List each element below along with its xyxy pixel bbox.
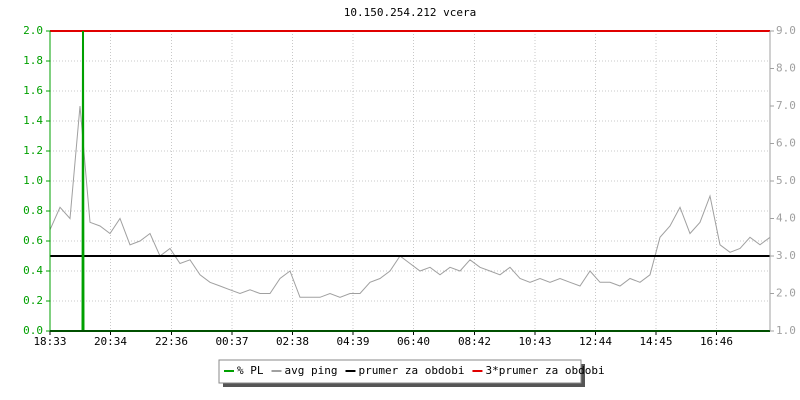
y2-tick-label: 1.0 (776, 324, 796, 337)
x-tick-label: 02:38 (276, 335, 309, 348)
y-tick-label: 0.8 (23, 204, 43, 217)
y2-tick-label: 8.0 (776, 62, 796, 75)
legend-box (218, 359, 582, 384)
series-line (49, 105, 771, 298)
y2-tick-label: 5.0 (776, 174, 796, 187)
x-tick-label: 10:43 (518, 335, 551, 348)
y2-tick-label: 3.0 (776, 249, 796, 262)
x-tick-label: 04:39 (336, 335, 369, 348)
y-tick-label: 0.4 (23, 264, 43, 277)
x-tick-label: 22:36 (155, 335, 188, 348)
y2-tick-label: 6.0 (776, 137, 796, 150)
y-tick-label: 2.0 (23, 24, 43, 37)
y2-tick-label: 2.0 (776, 287, 796, 300)
legend-label: prumer za obdobi (358, 364, 464, 377)
y-tick-label: 0.2 (23, 294, 43, 307)
x-tick-label: 14:45 (639, 335, 672, 348)
y-tick-label: 1.0 (23, 174, 43, 187)
x-tick-label: 08:42 (458, 335, 491, 348)
x-tick-label: 06:40 (397, 335, 430, 348)
y-tick-label: 0.6 (23, 234, 43, 247)
y2-tick-label: 9.0 (776, 24, 796, 37)
y-tick-label: 1.8 (23, 54, 43, 67)
chart-title: 10.150.254.212 vcera (344, 6, 476, 19)
y-tick-label: 0.0 (23, 324, 43, 337)
x-tick-label: 16:46 (700, 335, 733, 348)
y2-tick-label: 7.0 (776, 99, 796, 112)
y-tick-label: 1.6 (23, 84, 43, 97)
y2-tick-label: 4.0 (776, 212, 796, 225)
y-tick-label: 1.4 (23, 114, 43, 127)
y-tick-label: 1.2 (23, 144, 43, 157)
legend-label: % PL (237, 364, 264, 377)
x-tick-label: 12:44 (579, 335, 612, 348)
legend-label: 3*prumer za obdobi (485, 364, 604, 377)
legend-label: avg ping (285, 364, 338, 377)
x-tick-label: 20:34 (94, 335, 127, 348)
x-tick-label: 18:33 (33, 335, 66, 348)
x-tick-label: 00:37 (215, 335, 248, 348)
